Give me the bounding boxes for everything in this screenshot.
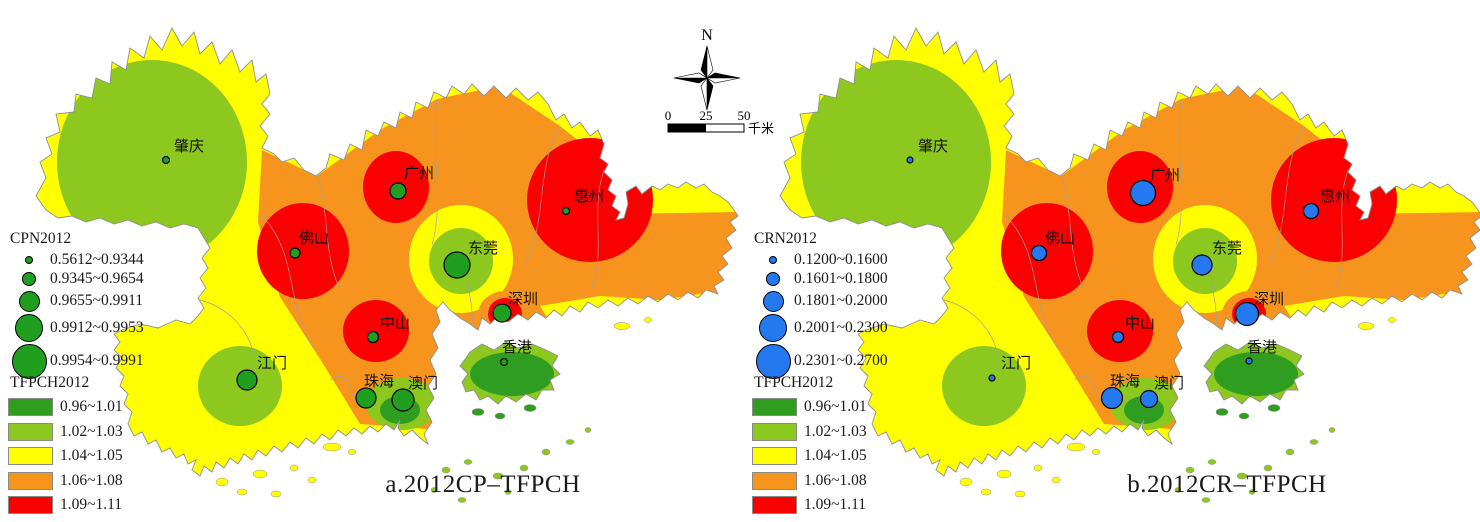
city-marker-foshan [289,247,301,259]
legend-swatch [8,398,53,417]
city-marker-hongkong [499,357,509,367]
choropleth-legend-title: TFPCH2012 [10,374,90,391]
symbol-size-1 [25,256,33,264]
symbol-size-1 [769,256,777,264]
legend-swatch [8,496,53,515]
symbol-legend-title: CRN2012 [754,230,817,247]
city-marker-guangzhou [1129,179,1157,207]
city-marker-zhuhai [355,387,377,409]
city-marker-huizhou [561,206,571,216]
city-label-zhuhai: 珠海 [364,373,394,390]
city-marker-jiangmen [988,374,996,382]
city-marker-jiangmen [236,369,258,391]
compass-rose: N [673,27,741,111]
city-label-zhaoqing: 肇庆 [174,138,204,155]
legend-swatch [8,447,53,466]
city-label-macau: 澳门 [408,375,438,392]
caption-b: b.2012CR–TFPCH [1127,471,1327,498]
city-marker-shenzhen [492,303,512,323]
city-label-guangzhou: 广州 [404,165,434,182]
symbol-size-2 [766,272,780,286]
legend-swatch [752,422,797,441]
legend-swatch [8,422,53,441]
legend-swatch [752,471,797,490]
choropleth-legend-title: TFPCH2012 [754,374,834,391]
city-label-dongguan: 东莞 [468,240,498,257]
scale-tick-50: 50 [738,108,751,123]
scale-tick-0: 0 [665,108,672,123]
symbol-size-5 [755,343,791,379]
scale-unit: 千米 [748,121,774,136]
city-label-jiangmen: 江门 [257,355,287,372]
scale-tick-25: 25 [700,108,713,123]
city-label-zhongshan: 中山 [380,315,410,332]
choropleth-legend-a: TFPCH2012 0.96~1.01 1.02~1.03 1.04~1.05 … [8,374,123,515]
symbol-size-4 [759,314,787,342]
symbol-legend-b: CRN2012 0.1200~0.1600 0.1601~0.1800 0.18… [752,230,888,379]
city-label-zhongshan: 中山 [1125,315,1155,332]
city-marker-dongguan [443,251,471,279]
legend-swatch [752,447,797,466]
symbol-legend-a: CPN2012 0.5612~0.9344 0.9345~0.9654 0.96… [8,230,144,379]
city-label-hongkong: 香港 [1247,339,1277,356]
choropleth-legend-b: TFPCH2012 0.96~1.01 1.02~1.03 1.04~1.05 … [752,374,867,515]
city-label-huizhou: 惠州 [574,188,604,205]
city-label-guangzhou: 广州 [1150,167,1180,184]
city-label-huizhou: 惠州 [1320,188,1350,205]
symbol-size-5 [11,343,47,379]
legend-swatch [752,496,797,515]
city-marker-zhongshan [1111,330,1125,344]
caption-a: a.2012CP–TFPCH [385,471,581,498]
city-marker-hongkong [1245,357,1253,365]
city-label-foshan: 佛山 [299,230,329,247]
city-marker-huizhou [1302,202,1320,220]
city-marker-shenzhen [1234,301,1260,327]
city-marker-foshan [1030,244,1048,262]
city-label-jiangmen: 江门 [1001,355,1031,372]
city-marker-zhongshan [366,330,380,344]
city-label-foshan: 佛山 [1045,230,1075,247]
city-label-dongguan: 东莞 [1212,240,1242,257]
city-marker-dongguan [1191,254,1213,276]
city-marker-zhaoqing [161,155,171,165]
city-label-hongkong: 香港 [502,339,532,356]
city-marker-macau [391,388,415,412]
city-label-zhuhai: 珠海 [1110,373,1140,390]
city-marker-zhuhai [1100,386,1124,410]
city-label-macau: 澳门 [1154,375,1184,392]
symbol-size-3 [762,290,784,312]
city-marker-zhaoqing [906,156,914,164]
symbol-size-3 [18,290,40,312]
city-marker-macau [1139,389,1159,409]
symbol-size-4 [15,314,43,342]
city-label-shenzhen: 深圳 [1254,291,1284,308]
symbol-size-2 [22,272,36,286]
scale-bar: 0 25 50 千米 [665,108,774,136]
compass-n-label: N [701,27,713,44]
symbol-legend-title: CPN2012 [10,230,72,247]
city-label-shenzhen: 深圳 [508,291,538,308]
legend-swatch [752,398,797,417]
legend-swatch [8,471,53,490]
city-label-zhaoqing: 肇庆 [918,138,948,155]
city-marker-guangzhou [389,182,407,200]
